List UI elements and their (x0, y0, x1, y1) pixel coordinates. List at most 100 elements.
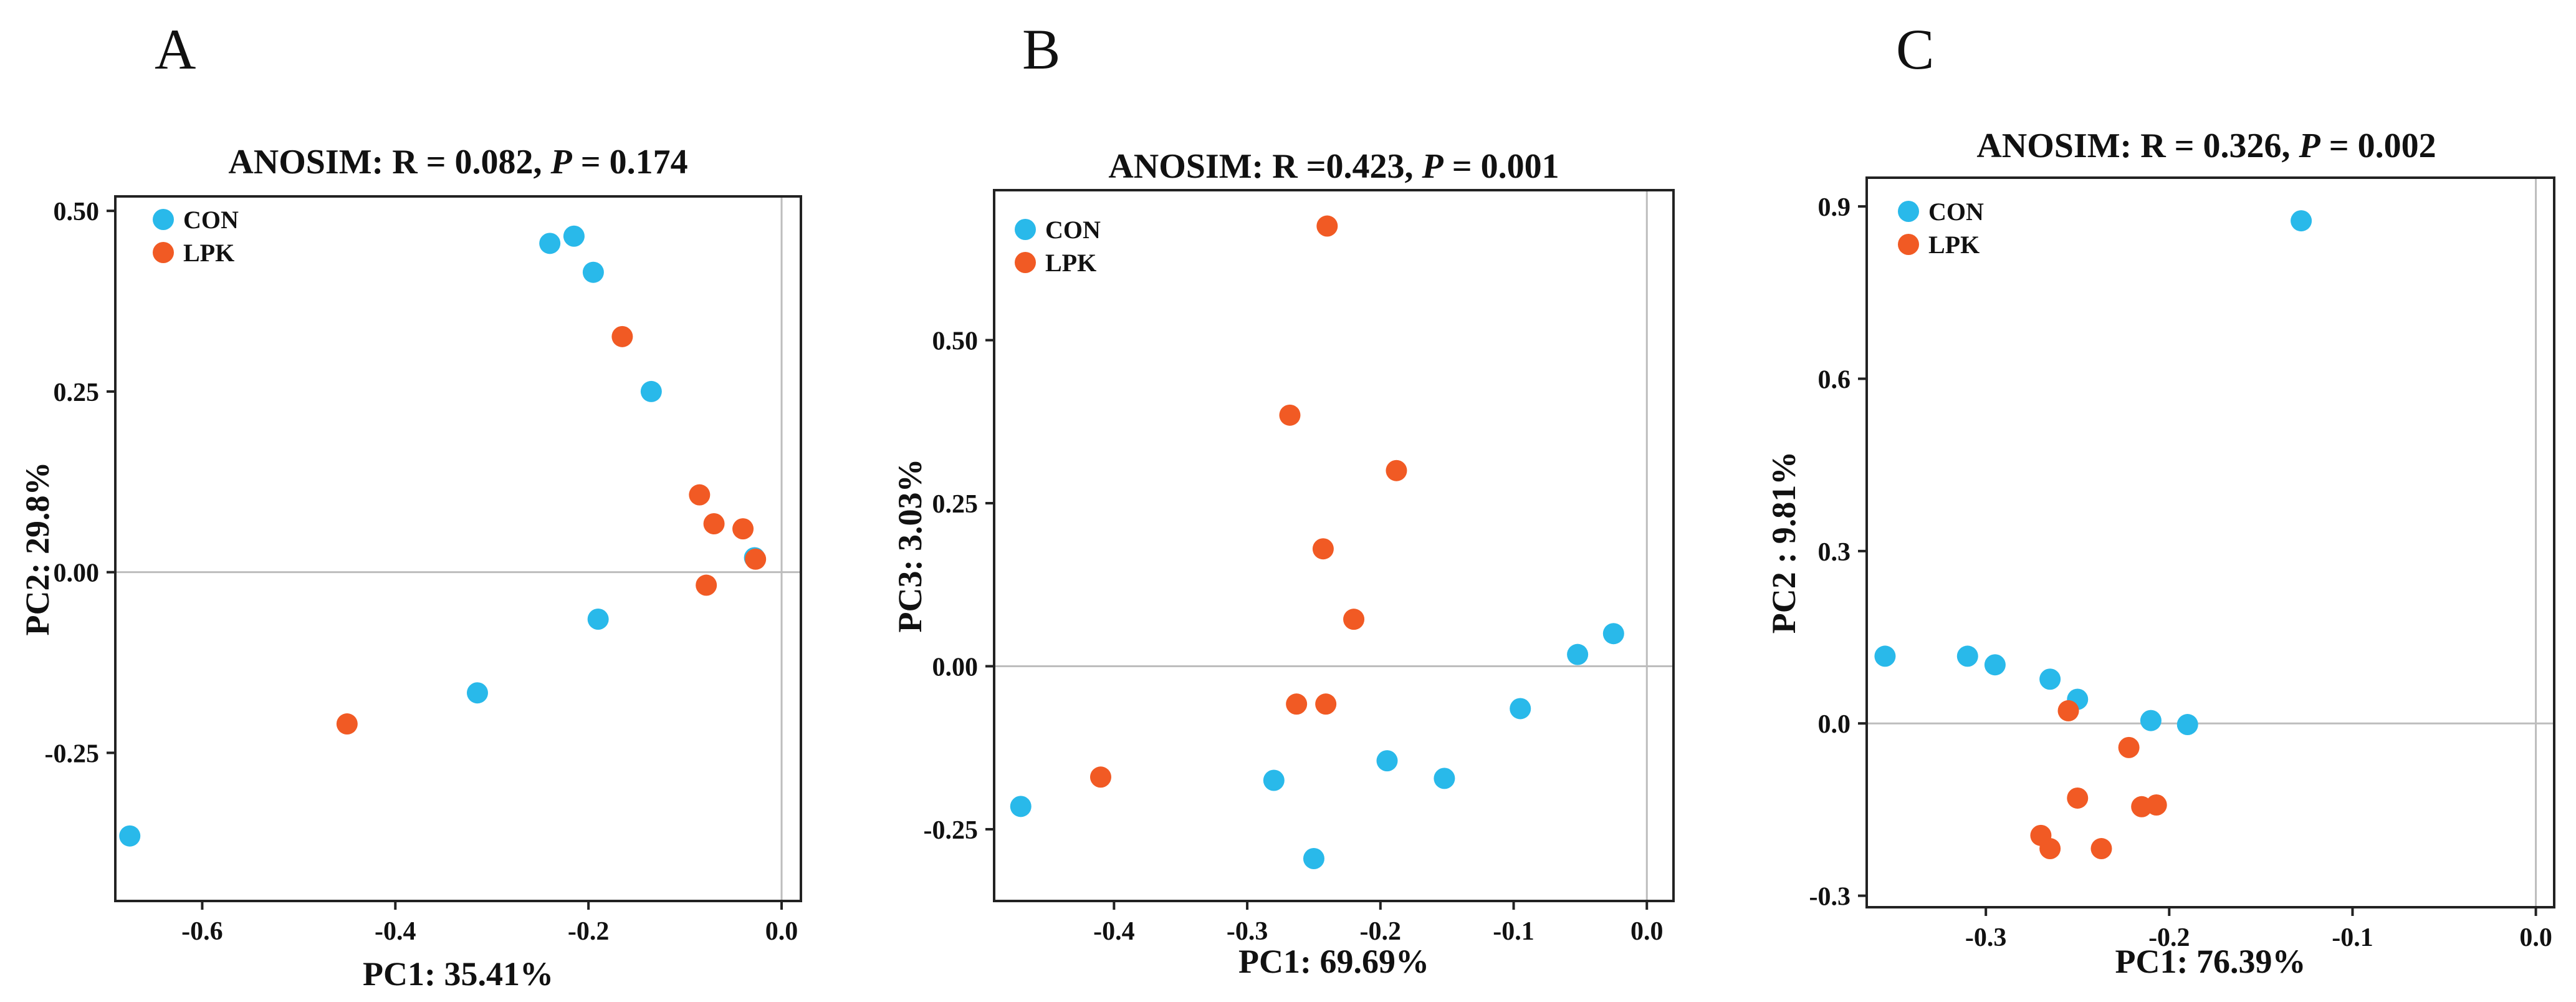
x-tick-label: -0.2 (1360, 917, 1402, 946)
x-axis-label: PC1: 35.41% (363, 955, 553, 993)
x-tick-label: -0.3 (1965, 923, 2007, 952)
point-con (2176, 714, 2198, 736)
point-lpk (1279, 404, 1301, 426)
point-con (1263, 769, 1285, 791)
panel-letter: B (1022, 17, 1060, 81)
point-lpk (689, 484, 711, 506)
point-con (1434, 768, 1455, 789)
legend-label-con: CON (1928, 198, 1984, 226)
point-lpk (1286, 693, 1308, 715)
y-tick-label: 0.50 (54, 198, 100, 226)
legend-marker-lpk (1898, 234, 1919, 255)
y-tick-label: -0.3 (1809, 883, 1851, 912)
chart-title: ANOSIM: R = 0.326, P = 0.002 (1976, 127, 2436, 165)
point-con (539, 233, 561, 254)
point-con (119, 825, 141, 847)
y-tick-label: 0.3 (1818, 538, 1851, 567)
x-tick-label: -0.3 (1227, 917, 1268, 946)
y-axis-label: PC2: 29.8% (19, 462, 56, 636)
point-lpk (2090, 838, 2112, 860)
y-tick-label: 0.9 (1818, 193, 1851, 222)
point-lpk (1343, 609, 1365, 630)
plot-frame (993, 189, 1675, 902)
legend-marker-con (1015, 219, 1036, 240)
point-lpk (611, 325, 633, 347)
x-tick-label: -0.4 (1093, 917, 1135, 946)
point-lpk (732, 518, 754, 540)
point-con (2140, 710, 2162, 731)
legend-label-lpk: LPK (1045, 249, 1096, 277)
x-tick-label: 0.0 (765, 917, 798, 946)
legend-label-lpk: LPK (1928, 231, 1980, 259)
legend-marker-con (1898, 201, 1919, 222)
plot-frame (1865, 176, 2555, 908)
point-lpk (703, 513, 725, 535)
point-lpk (1315, 693, 1337, 715)
point-con (2039, 668, 2061, 690)
point-con (1510, 698, 1531, 720)
legend-label-con: CON (183, 206, 239, 234)
y-tick-label: 0.0 (1818, 710, 1851, 739)
x-tick-label: -0.4 (375, 917, 416, 946)
y-tick-label: -0.25 (45, 739, 100, 768)
point-con (1567, 643, 1589, 665)
point-con (640, 380, 662, 402)
point-con (1010, 796, 1032, 817)
point-lpk (2067, 787, 2089, 809)
point-lpk (2057, 700, 2079, 721)
point-con (587, 609, 609, 630)
point-con (1984, 654, 2006, 676)
legend-marker-lpk (1015, 252, 1036, 273)
point-lpk (1386, 460, 1407, 481)
x-tick-label: -0.2 (2148, 923, 2190, 952)
chart-title: ANOSIM: R =0.423, P = 0.001 (1108, 147, 1559, 186)
y-tick-label: -0.25 (924, 816, 979, 845)
point-con (2291, 210, 2312, 232)
y-tick-label: 0.25 (54, 378, 100, 407)
point-lpk (2039, 838, 2061, 860)
point-con (563, 225, 585, 247)
panel-letter: C (1896, 17, 1934, 81)
x-axis-label: PC1: 76.39% (2115, 943, 2306, 980)
legend-label-con: CON (1045, 216, 1101, 244)
point-con (1376, 750, 1398, 772)
x-tick-label: 0.0 (1630, 917, 1664, 946)
point-con (1874, 645, 1896, 667)
y-tick-label: 0.00 (932, 653, 979, 682)
x-axis-label: PC1: 69.69% (1238, 943, 1429, 980)
point-lpk (1312, 538, 1334, 560)
panel-C: C ANOSIM: R = 0.326, P = 0.002 -0.3 -0.2 -0.… (1765, 17, 2555, 980)
plot-frame (114, 195, 802, 902)
y-tick-label: 0.6 (1818, 365, 1851, 394)
x-tick-label: -0.1 (2332, 923, 2373, 952)
legend-marker-lpk (153, 242, 174, 263)
y-axis-label: PC2 : 9.81% (1765, 451, 1803, 633)
y-axis-label: PC3: 3.03% (891, 459, 929, 633)
point-con (466, 682, 488, 704)
point-lpk (1316, 215, 1338, 237)
x-tick-label: -0.6 (181, 917, 223, 946)
x-tick-label: 0.0 (2519, 923, 2552, 952)
panel-A: A ANOSIM: R = 0.082, P = 0.174 -0.6 -0.4 -0.… (19, 17, 802, 993)
panel-letter: A (155, 17, 196, 81)
point-lpk (745, 548, 767, 570)
x-tick-label: -0.2 (568, 917, 610, 946)
point-lpk (696, 574, 717, 596)
point-con (1602, 623, 1624, 645)
point-lpk (2118, 736, 2140, 758)
x-tick-label: -0.1 (1493, 917, 1535, 946)
point-con (1956, 645, 1978, 667)
legend-label-lpk: LPK (183, 239, 234, 267)
chart-title: ANOSIM: R = 0.082, P = 0.174 (228, 143, 687, 181)
point-lpk (2145, 794, 2167, 816)
point-con (1303, 848, 1324, 870)
y-tick-label: 0.25 (932, 490, 979, 519)
panel-B: B ANOSIM: R =0.423, P = 0.001 -0.4 -0.3 -0.2… (891, 17, 1675, 980)
y-tick-label: 0.50 (932, 327, 979, 356)
point-lpk (336, 713, 358, 735)
y-tick-label: 0.00 (54, 559, 100, 588)
point-con (582, 261, 604, 283)
legend-marker-con (153, 209, 174, 230)
point-lpk (1089, 766, 1111, 788)
